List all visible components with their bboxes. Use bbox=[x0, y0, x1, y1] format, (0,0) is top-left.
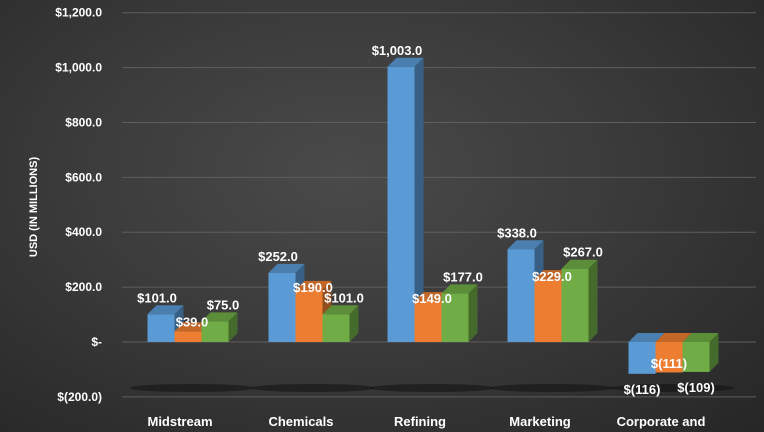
bar bbox=[387, 57, 424, 343]
y-axis-ticks: $(200.0) $- $200.0 $400.0 $600.0 $800.0 $1,000… bbox=[55, 6, 102, 404]
y-tick-label: $200.0 bbox=[65, 280, 102, 294]
bar-front bbox=[295, 289, 323, 342]
bar-top bbox=[268, 263, 305, 273]
y-tick-label: $1,000.0 bbox=[55, 61, 102, 75]
data-label: $177.0 bbox=[443, 269, 483, 284]
bar-side bbox=[414, 57, 424, 343]
bar-front bbox=[322, 314, 350, 342]
bar-front bbox=[628, 342, 656, 374]
bar-top bbox=[628, 333, 665, 342]
bar-front bbox=[268, 272, 296, 342]
data-label: $190.0 bbox=[293, 280, 333, 295]
data-label: $252.0 bbox=[258, 249, 298, 264]
y-tick-label: $800.0 bbox=[65, 115, 102, 129]
x-category-label: Corporate and bbox=[617, 414, 706, 429]
y-axis-title: USD (IN MILLIONS) bbox=[28, 157, 40, 258]
data-label: $338.0 bbox=[497, 225, 537, 240]
bar-front bbox=[201, 321, 229, 342]
data-label: $(116) bbox=[624, 382, 661, 397]
data-label: $75.0 bbox=[207, 297, 240, 312]
x-axis-categories: Midstream Chemicals Refining Marketing Corpo… bbox=[147, 414, 705, 429]
data-label: $(111) bbox=[651, 356, 687, 371]
bar bbox=[201, 312, 238, 342]
floor-shadows bbox=[130, 384, 735, 392]
group-shadow bbox=[251, 384, 375, 392]
group-shadow bbox=[130, 384, 254, 392]
bar-side bbox=[228, 312, 238, 342]
bar-top bbox=[655, 333, 692, 342]
bar bbox=[682, 333, 719, 372]
bar-top bbox=[387, 57, 424, 67]
group-shadow bbox=[490, 384, 614, 392]
data-label: $39.0 bbox=[176, 314, 209, 329]
data-label: $229.0 bbox=[532, 269, 572, 284]
bar bbox=[322, 305, 359, 342]
bar-side bbox=[709, 333, 719, 372]
x-category-label: Midstream bbox=[147, 414, 212, 429]
bar-top bbox=[561, 259, 598, 269]
bar-top bbox=[682, 333, 719, 342]
bar-front bbox=[387, 66, 415, 343]
bar-top bbox=[147, 305, 184, 315]
x-category-label: Chemicals bbox=[268, 414, 333, 429]
data-label: $101.0 bbox=[324, 290, 364, 305]
bar-top bbox=[507, 240, 544, 250]
bar bbox=[441, 284, 478, 342]
bar-top bbox=[201, 312, 238, 322]
bar bbox=[561, 259, 598, 342]
y-tick-label: $- bbox=[91, 335, 102, 349]
bars bbox=[147, 57, 719, 374]
group-shadow bbox=[370, 384, 494, 392]
bar-front bbox=[414, 301, 442, 342]
bar-top bbox=[295, 280, 332, 290]
data-label: $(109) bbox=[677, 380, 715, 395]
bar-side bbox=[349, 305, 359, 342]
y-tick-label: $600.0 bbox=[65, 170, 102, 184]
bar-front bbox=[174, 331, 202, 342]
bar-top bbox=[322, 305, 359, 315]
bar-front bbox=[507, 249, 535, 342]
y-tick-label: $1,200.0 bbox=[55, 6, 102, 20]
data-label: $101.0 bbox=[137, 290, 177, 305]
x-category-label: Refining bbox=[394, 414, 446, 429]
bar-front bbox=[655, 342, 683, 373]
y-tick-label: $(200.0) bbox=[57, 390, 102, 404]
bar-front bbox=[682, 342, 710, 372]
data-labels: $101.0$39.0$75.0$252.0$190.0$101.0$1,003… bbox=[137, 43, 715, 397]
y-tick-label: $400.0 bbox=[65, 225, 102, 239]
bar-side bbox=[588, 259, 598, 342]
bar-side bbox=[468, 284, 478, 342]
bar-front bbox=[534, 279, 562, 342]
bar-top bbox=[441, 284, 478, 294]
data-label: $267.0 bbox=[563, 245, 603, 260]
bar-front bbox=[147, 314, 175, 342]
data-label: $149.0 bbox=[412, 291, 452, 306]
group-shadow bbox=[611, 384, 735, 392]
bar-front bbox=[561, 268, 589, 342]
data-label: $1,003.0 bbox=[372, 43, 423, 58]
bar-front bbox=[441, 293, 469, 342]
x-category-label: Marketing bbox=[509, 414, 570, 429]
